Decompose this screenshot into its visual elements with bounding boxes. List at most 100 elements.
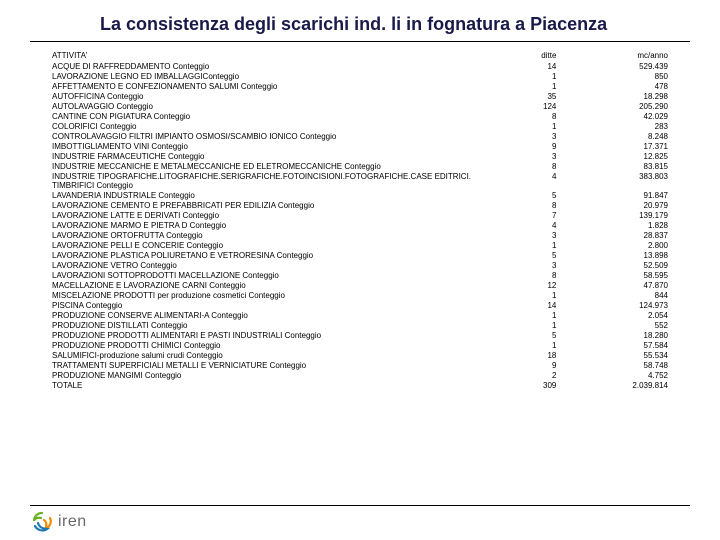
cell-ditte: 1 [484, 340, 558, 350]
table-row: PISCINA Conteggio14124.973 [50, 300, 670, 310]
table-header-row: ATTIVITA' ditte mc/anno [50, 50, 670, 61]
table-row: INDUSTRIE TIPOGRAFICHE.LITOGRAFICHE.SERI… [50, 171, 670, 190]
cell-mcanno: 283 [558, 121, 670, 131]
cell-mcanno: 2.054 [558, 310, 670, 320]
cell-ditte: 5 [484, 330, 558, 340]
table-row: CANTINE CON PIGIATURA Conteggio842.029 [50, 111, 670, 121]
cell-attivita: INDUSTRIE TIPOGRAFICHE.LITOGRAFICHE.SERI… [50, 171, 484, 190]
page-title: La consistenza degli scarichi ind. li in… [30, 0, 690, 42]
table-row: AUTOLAVAGGIO Conteggio124205.290 [50, 101, 670, 111]
table-row: PRODUZIONE PRODOTTI ALIMENTARI E PASTI I… [50, 330, 670, 340]
cell-ditte: 1 [484, 310, 558, 320]
cell-attivita: LAVANDERIA INDUSTRIALE Conteggio [50, 190, 484, 200]
cell-attivita: LAVORAZIONE ORTOFRUTTA Conteggio [50, 230, 484, 240]
table-row: IMBOTTIGLIAMENTO VINI Conteggio917.371 [50, 141, 670, 151]
cell-mcanno: 52.509 [558, 260, 670, 270]
table-row: LAVORAZIONI SOTTOPRODOTTI MACELLAZIONE C… [50, 270, 670, 280]
table-row: PRODUZIONE MANGIMI Conteggio24.752 [50, 370, 670, 380]
cell-attivita: TRATTAMENTI SUPERFICIALI METALLI E VERNI… [50, 360, 484, 370]
cell-mcanno: 55.534 [558, 350, 670, 360]
table-row: LAVORAZIONE VETRO Conteggio352.509 [50, 260, 670, 270]
cell-mcanno: 552 [558, 320, 670, 330]
footer-bar: iren [30, 505, 690, 534]
cell-attivita: AFFETTAMENTO E CONFEZIONAMENTO SALUMI Co… [50, 81, 484, 91]
cell-ditte: 9 [484, 141, 558, 151]
cell-ditte: 4 [484, 220, 558, 230]
cell-mcanno: 478 [558, 81, 670, 91]
cell-mcanno: 28.837 [558, 230, 670, 240]
cell-ditte: 3 [484, 131, 558, 141]
table-row: TRATTAMENTI SUPERFICIALI METALLI E VERNI… [50, 360, 670, 370]
cell-ditte: 4 [484, 171, 558, 190]
cell-ditte: 1 [484, 81, 558, 91]
cell-attivita: PRODUZIONE PRODOTTI ALIMENTARI E PASTI I… [50, 330, 484, 340]
table-row: MISCELAZIONE PRODOTTI per produzione cos… [50, 290, 670, 300]
cell-attivita: PRODUZIONE CONSERVE ALIMENTARI-A Contegg… [50, 310, 484, 320]
cell-ditte: 8 [484, 161, 558, 171]
cell-attivita: INDUSTRIE MECCANICHE E METALMECCANICHE E… [50, 161, 484, 171]
cell-attivita: LAVORAZIONE LATTE E DERIVATI Conteggio [50, 210, 484, 220]
cell-attivita: AUTOFFICINA Conteggio [50, 91, 484, 101]
cell-ditte: 3 [484, 260, 558, 270]
table-row: PRODUZIONE CONSERVE ALIMENTARI-A Contegg… [50, 310, 670, 320]
cell-attivita: CANTINE CON PIGIATURA Conteggio [50, 111, 484, 121]
cell-attivita: ACQUE DI RAFFREDDAMENTO Conteggio [50, 61, 484, 71]
cell-mcanno: 18.298 [558, 91, 670, 101]
table-row: AFFETTAMENTO E CONFEZIONAMENTO SALUMI Co… [50, 81, 670, 91]
table-row: LAVORAZIONE PLASTICA POLIURETANO E VETRO… [50, 250, 670, 260]
cell-ditte: 14 [484, 300, 558, 310]
table-row: PRODUZIONE PRODOTTI CHIMICI Conteggio157… [50, 340, 670, 350]
cell-mcanno: 18.280 [558, 330, 670, 340]
cell-attivita: INDUSTRIE FARMACEUTICHE Conteggio [50, 151, 484, 161]
cell-mcanno: 529.439 [558, 61, 670, 71]
table-row: LAVORAZIONE MARMO E PIETRA D Conteggio41… [50, 220, 670, 230]
cell-ditte: 8 [484, 111, 558, 121]
table-row: INDUSTRIE FARMACEUTICHE Conteggio312.825 [50, 151, 670, 161]
cell-mcanno: 12.825 [558, 151, 670, 161]
table-row: CONTROLAVAGGIO FILTRI IMPIANTO OSMOSI/SC… [50, 131, 670, 141]
cell-attivita: LAVORAZIONE PELLI E CONCERIE Conteggio [50, 240, 484, 250]
cell-attivita: PISCINA Conteggio [50, 300, 484, 310]
table-row: TOTALE3092.039.814 [50, 380, 670, 390]
cell-mcanno: 844 [558, 290, 670, 300]
col-attivita: ATTIVITA' [50, 50, 484, 61]
table-row: COLORIFICI Conteggio1283 [50, 121, 670, 131]
cell-ditte: 35 [484, 91, 558, 101]
cell-ditte: 8 [484, 270, 558, 280]
table-row: LAVORAZIONE LEGNO ED IMBALLAGGIConteggio… [50, 71, 670, 81]
cell-attivita: LAVORAZIONE MARMO E PIETRA D Conteggio [50, 220, 484, 230]
cell-ditte: 2 [484, 370, 558, 380]
cell-ditte: 5 [484, 190, 558, 200]
table-row: LAVORAZIONE ORTOFRUTTA Conteggio328.837 [50, 230, 670, 240]
cell-attivita: LAVORAZIONE PLASTICA POLIURETANO E VETRO… [50, 250, 484, 260]
col-ditte: ditte [484, 50, 558, 61]
discharge-table: ATTIVITA' ditte mc/anno ACQUE DI RAFFRED… [50, 50, 670, 390]
iren-logo-icon [30, 510, 54, 534]
cell-attivita: LAVORAZIONI SOTTOPRODOTTI MACELLAZIONE C… [50, 270, 484, 280]
table-row: LAVORAZIONE CEMENTO E PREFABBRICATI PER … [50, 200, 670, 210]
cell-mcanno: 1.828 [558, 220, 670, 230]
cell-mcanno: 2.800 [558, 240, 670, 250]
col-mcanno: mc/anno [558, 50, 670, 61]
cell-ditte: 309 [484, 380, 558, 390]
table-row: INDUSTRIE MECCANICHE E METALMECCANICHE E… [50, 161, 670, 171]
cell-attivita: PRODUZIONE MANGIMI Conteggio [50, 370, 484, 380]
cell-mcanno: 58.748 [558, 360, 670, 370]
cell-mcanno: 57.584 [558, 340, 670, 350]
cell-mcanno: 383.803 [558, 171, 670, 190]
cell-mcanno: 124.973 [558, 300, 670, 310]
cell-attivita: TOTALE [50, 380, 484, 390]
cell-mcanno: 42.029 [558, 111, 670, 121]
table-row: PRODUZIONE DISTILLATI Conteggio1552 [50, 320, 670, 330]
cell-ditte: 3 [484, 151, 558, 161]
cell-attivita: COLORIFICI Conteggio [50, 121, 484, 131]
table-row: LAVANDERIA INDUSTRIALE Conteggio591.847 [50, 190, 670, 200]
cell-ditte: 1 [484, 71, 558, 81]
cell-ditte: 1 [484, 320, 558, 330]
cell-mcanno: 139.179 [558, 210, 670, 220]
cell-ditte: 12 [484, 280, 558, 290]
cell-attivita: IMBOTTIGLIAMENTO VINI Conteggio [50, 141, 484, 151]
cell-ditte: 5 [484, 250, 558, 260]
cell-ditte: 1 [484, 240, 558, 250]
cell-mcanno: 20.979 [558, 200, 670, 210]
